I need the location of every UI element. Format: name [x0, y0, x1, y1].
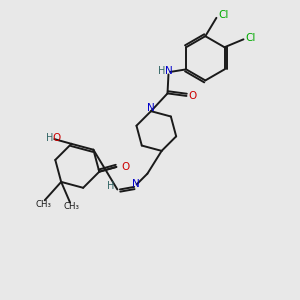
Text: N: N: [147, 103, 155, 113]
Text: N: N: [165, 66, 173, 76]
Text: O: O: [188, 91, 196, 101]
Text: H: H: [46, 133, 53, 143]
Text: O: O: [122, 162, 130, 172]
Text: H: H: [158, 66, 166, 76]
Text: N: N: [132, 179, 140, 189]
Text: H: H: [107, 181, 115, 191]
Text: Cl: Cl: [245, 33, 256, 43]
Text: CH₃: CH₃: [64, 202, 80, 211]
Text: Cl: Cl: [218, 10, 229, 20]
Text: O: O: [53, 133, 61, 143]
Text: CH₃: CH₃: [35, 200, 51, 208]
